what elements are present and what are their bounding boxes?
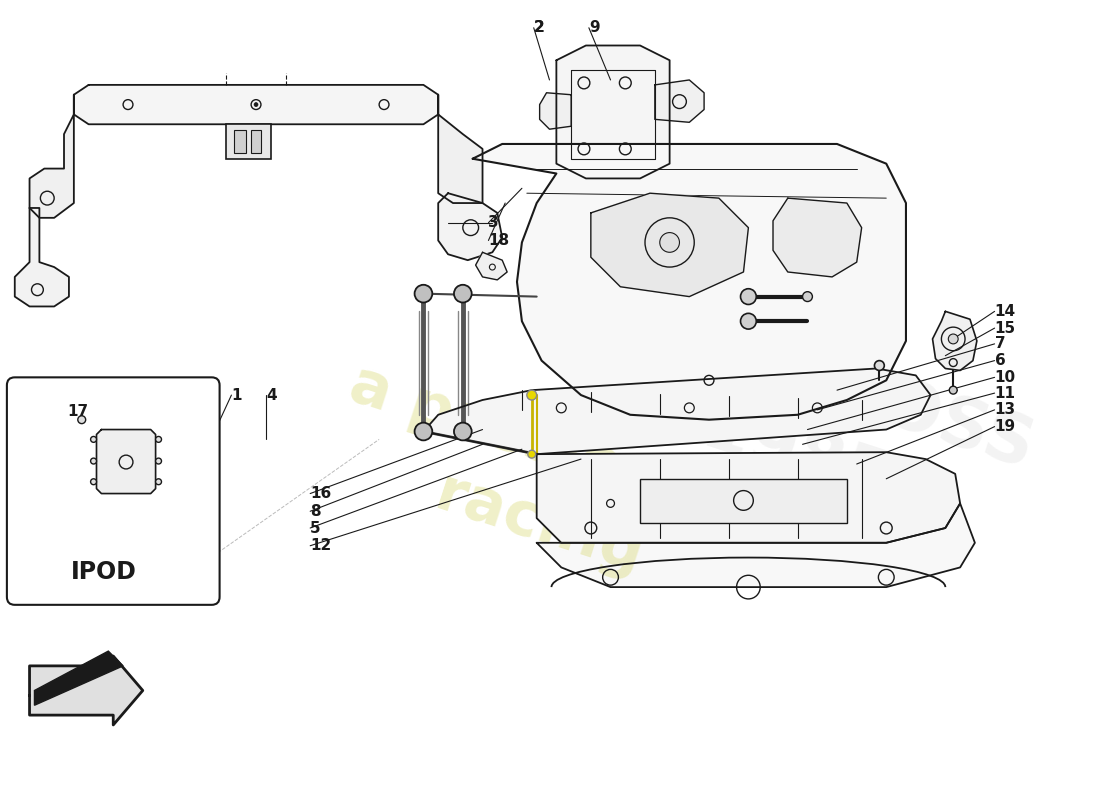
Polygon shape xyxy=(933,311,977,370)
Polygon shape xyxy=(30,656,143,725)
Circle shape xyxy=(415,422,432,440)
Circle shape xyxy=(874,361,884,370)
Text: a passion for
racing: a passion for racing xyxy=(318,355,784,622)
Polygon shape xyxy=(557,46,670,178)
Circle shape xyxy=(527,390,537,400)
Text: 2: 2 xyxy=(534,20,544,35)
Circle shape xyxy=(803,292,813,302)
Polygon shape xyxy=(591,194,748,297)
Text: 6: 6 xyxy=(994,353,1005,368)
Text: 16: 16 xyxy=(310,486,331,501)
Circle shape xyxy=(415,285,432,302)
Circle shape xyxy=(740,314,757,329)
Circle shape xyxy=(90,437,97,442)
Polygon shape xyxy=(473,144,906,420)
Text: 12: 12 xyxy=(310,538,331,554)
Polygon shape xyxy=(537,503,975,587)
Text: 19: 19 xyxy=(994,419,1015,434)
Text: 4: 4 xyxy=(266,387,276,402)
Polygon shape xyxy=(97,430,155,494)
Circle shape xyxy=(528,450,536,458)
Circle shape xyxy=(155,458,162,464)
Polygon shape xyxy=(438,94,483,203)
Bar xyxy=(251,130,261,153)
Circle shape xyxy=(454,285,472,302)
Polygon shape xyxy=(475,252,507,280)
Polygon shape xyxy=(438,194,503,260)
Circle shape xyxy=(948,334,958,344)
Circle shape xyxy=(740,289,757,305)
Bar xyxy=(234,130,246,153)
Circle shape xyxy=(949,386,957,394)
FancyBboxPatch shape xyxy=(7,378,220,605)
Text: 9: 9 xyxy=(588,20,600,35)
Circle shape xyxy=(454,422,472,440)
Text: 17: 17 xyxy=(67,404,88,419)
Polygon shape xyxy=(424,369,931,454)
Text: 14: 14 xyxy=(994,304,1015,319)
Polygon shape xyxy=(773,198,861,277)
Circle shape xyxy=(155,437,162,442)
Text: 13: 13 xyxy=(994,402,1015,418)
Polygon shape xyxy=(537,452,960,542)
Polygon shape xyxy=(34,651,123,706)
Text: 18: 18 xyxy=(488,233,509,248)
Circle shape xyxy=(90,478,97,485)
Polygon shape xyxy=(30,94,74,218)
Circle shape xyxy=(90,458,97,464)
Circle shape xyxy=(78,416,86,424)
Polygon shape xyxy=(14,208,69,306)
Circle shape xyxy=(660,233,680,252)
Bar xyxy=(227,124,271,158)
Circle shape xyxy=(155,478,162,485)
Text: BUCCIROSS
1985: BUCCIROSS 1985 xyxy=(572,282,1043,558)
Polygon shape xyxy=(540,93,571,129)
Bar xyxy=(640,478,847,523)
Polygon shape xyxy=(74,85,438,124)
Polygon shape xyxy=(654,80,704,122)
Text: 2: 2 xyxy=(534,20,544,35)
Text: 11: 11 xyxy=(994,386,1015,401)
Circle shape xyxy=(254,102,258,106)
Text: IPOD: IPOD xyxy=(70,560,136,584)
Text: 1: 1 xyxy=(231,387,242,402)
Text: 8: 8 xyxy=(310,504,321,518)
Text: 7: 7 xyxy=(994,336,1005,351)
Text: 15: 15 xyxy=(994,321,1015,336)
Text: 10: 10 xyxy=(994,370,1015,385)
Text: 3: 3 xyxy=(488,215,499,230)
Text: 5: 5 xyxy=(310,521,321,535)
